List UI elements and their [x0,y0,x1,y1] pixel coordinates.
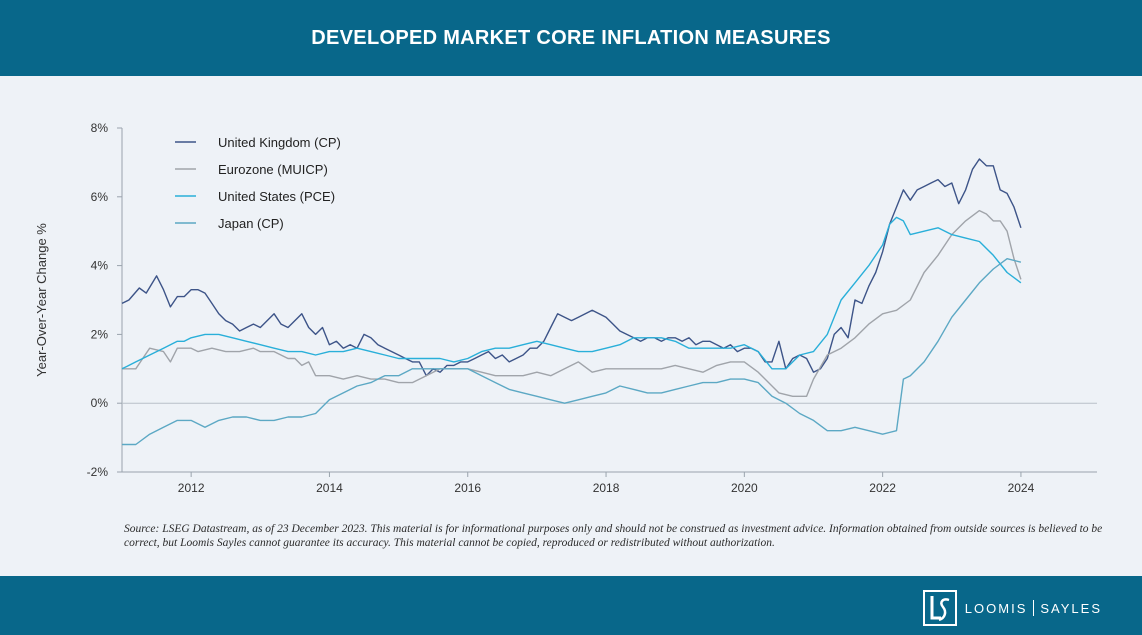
series-line-2 [122,209,1022,397]
series-line-1 [121,158,1022,377]
y-axis-title: Year-Over-Year Change % [34,223,49,377]
legend-label: United Kingdom (CP) [218,135,341,150]
y-tick-label: 4% [91,259,109,273]
header-bar: DEVELOPED MARKET CORE INFLATION MEASURES [0,0,1142,76]
brand-separator [1033,600,1035,616]
series-line-3 [121,216,1022,370]
brand-left-text: LOOMIS [964,600,1028,616]
inflation-line-chart: -2% 0% 2% 4% 6% 8% 2012 2014 2016 2018 2020 2022 202… [34,121,1097,495]
legend-label: United States (PCE) [218,189,335,204]
y-tick-label: 0% [91,396,109,410]
loomis-sayles-logo: LOOMIS SAYLES [922,590,1102,626]
y-tick-label: 6% [91,190,109,204]
x-tick-label: 2016 [454,481,481,495]
x-tick-label: 2012 [178,481,205,495]
y-tick-label: -2% [87,465,109,479]
x-tick-label: 2018 [593,481,620,495]
footer-bar: LOOMIS SAYLES [0,576,1142,635]
source-note: Source: LSEG Datastream, as of 23 Decemb… [124,523,1103,549]
y-tick-label: 2% [91,327,109,341]
y-tick-label: 8% [91,121,109,135]
legend-label: Japan (CP) [218,216,284,231]
x-tick-label: 2024 [1008,481,1035,495]
x-tick-label: 2014 [316,481,343,495]
legend-label: Eurozone (MUICP) [218,162,328,177]
x-tick-label: 2022 [869,481,896,495]
x-tick-label: 2020 [731,481,758,495]
ls-monogram-icon [922,590,957,626]
page-title: DEVELOPED MARKET CORE INFLATION MEASURES [311,26,831,49]
series-line-4 [122,258,1022,446]
brand-right-text: SAYLES [1040,600,1102,616]
